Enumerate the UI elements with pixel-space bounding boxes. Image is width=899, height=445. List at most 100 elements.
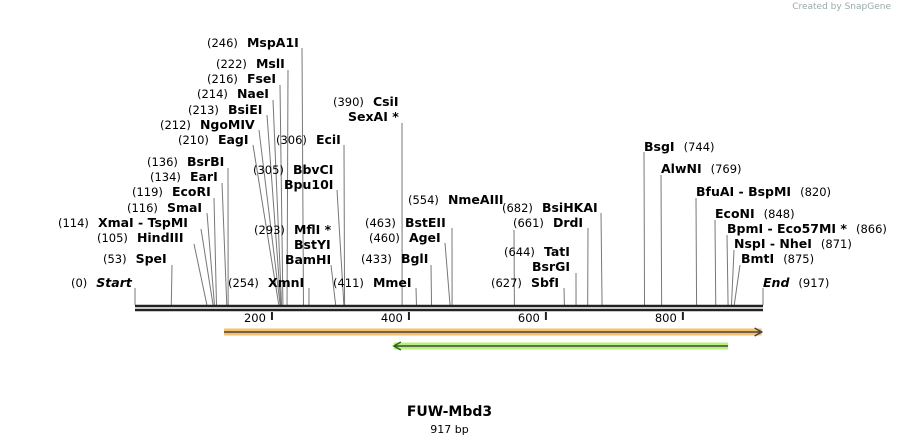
- enzyme-name[interactable]: BglI: [400, 251, 429, 266]
- enzyme-name[interactable]: BstYI: [294, 237, 331, 252]
- enzyme-name[interactable]: BsrGI: [532, 259, 571, 274]
- site-label[interactable]: End (917): [763, 275, 829, 291]
- site-label[interactable]: EcoNI (848): [715, 206, 795, 222]
- enzyme-name[interactable]: SpeI: [135, 251, 167, 266]
- site-label[interactable]: (136) BsrBI: [147, 154, 225, 170]
- enzyme-name[interactable]: SexAI *: [348, 109, 399, 124]
- enzyme-name[interactable]: MspA1I: [246, 35, 299, 50]
- site-label[interactable]: BsrGI: [523, 259, 571, 274]
- enzyme-name[interactable]: BsrBI: [186, 154, 225, 169]
- site-label[interactable]: Bpu10I: [275, 177, 334, 192]
- enzyme-name[interactable]: XmaI - TspMI: [97, 215, 188, 230]
- site-label[interactable]: (305) BbvCI: [253, 162, 334, 178]
- site-label[interactable]: (210) EagI: [178, 132, 249, 148]
- site-label[interactable]: (463) BstEII: [365, 215, 446, 231]
- site-label[interactable]: (222) MslI: [216, 56, 285, 72]
- enzyme-name[interactable]: NaeI: [236, 86, 269, 101]
- enzyme-name[interactable]: EcoNI: [715, 206, 755, 221]
- site-position: (134): [150, 170, 181, 184]
- site-label[interactable]: (254) XmnI: [228, 275, 305, 291]
- site-label[interactable]: (105) HindIII: [97, 230, 184, 246]
- site-label[interactable]: (134) EarI: [150, 169, 218, 185]
- enzyme-name[interactable]: BamHI: [285, 252, 332, 267]
- enzyme-name[interactable]: BbvCI: [292, 162, 334, 177]
- enzyme-name[interactable]: BpmI - Eco57MI *: [727, 221, 847, 236]
- site-label[interactable]: BpmI - Eco57MI * (866): [727, 221, 887, 237]
- site-label[interactable]: (0) Start: [71, 275, 132, 291]
- axis-tick-label: 600: [517, 311, 540, 325]
- enzyme-name[interactable]: NmeAIII: [447, 192, 504, 207]
- site-position: (460): [369, 231, 400, 245]
- enzyme-name[interactable]: EarI: [189, 169, 218, 184]
- enzyme-name[interactable]: EagI: [217, 132, 249, 147]
- site-label[interactable]: (390) CsiI: [333, 94, 399, 110]
- site-label[interactable]: (114) XmaI - TspMI: [58, 215, 188, 231]
- cut-site-line: [221, 182, 228, 306]
- enzyme-name[interactable]: TatI: [543, 244, 570, 259]
- enzyme-name[interactable]: NgoMIV: [199, 117, 255, 132]
- enzyme-name[interactable]: BstEII: [404, 215, 446, 230]
- enzyme-name[interactable]: BsgI: [644, 139, 675, 154]
- enzyme-name[interactable]: SbfI: [530, 275, 559, 290]
- credit-text: Created by: [792, 2, 842, 12]
- enzyme-name[interactable]: FseI: [246, 71, 277, 86]
- site-label[interactable]: (460) AgeI: [369, 230, 441, 246]
- site-position: (744): [683, 140, 715, 154]
- site-label[interactable]: BstYI: [285, 237, 331, 252]
- site-position: (627): [491, 276, 522, 290]
- enzyme-name[interactable]: BsiHKAI: [541, 200, 598, 215]
- site-label[interactable]: (53) SpeI: [103, 251, 167, 267]
- site-label[interactable]: (644) TatI: [504, 244, 570, 260]
- enzyme-name[interactable]: DrdI: [552, 215, 584, 230]
- enzyme-name[interactable]: Bpu10I: [284, 177, 334, 192]
- enzyme-name[interactable]: EciI: [315, 132, 341, 147]
- enzyme-name[interactable]: XmnI: [267, 275, 305, 290]
- site-label[interactable]: (119) EcoRI: [132, 184, 211, 200]
- cut-site-line: [660, 174, 663, 306]
- site-label[interactable]: (213) BsiEI: [188, 102, 263, 118]
- site-label[interactable]: (214) NaeI: [197, 86, 269, 102]
- site-label[interactable]: (216) FseI: [207, 71, 277, 87]
- site-label[interactable]: (293) MflI *: [254, 222, 332, 238]
- site-position: (682): [502, 201, 533, 215]
- site-label[interactable]: (306) EciI: [276, 132, 341, 148]
- enzyme-name[interactable]: SmaI: [166, 200, 203, 215]
- enzyme-name[interactable]: CsiI: [372, 94, 399, 109]
- site-label[interactable]: (627) SbfI: [491, 275, 559, 291]
- enzyme-name[interactable]: BfuAI - BspMI: [696, 184, 792, 199]
- enzyme-name[interactable]: Start: [96, 275, 132, 290]
- enzyme-name[interactable]: End: [763, 275, 790, 290]
- enzyme-name[interactable]: BmtI: [741, 251, 775, 266]
- construct-length: 917 bp: [430, 423, 469, 436]
- site-label[interactable]: (682) BsiHKAI: [502, 200, 598, 216]
- site-label[interactable]: (554) NmeAIII: [408, 192, 504, 208]
- cut-site-line: [258, 129, 281, 306]
- credit: Created by SnapGene: [792, 2, 891, 12]
- enzyme-name[interactable]: MflI *: [293, 222, 332, 237]
- enzyme-name[interactable]: NspI - NheI: [734, 236, 812, 251]
- site-label[interactable]: (411) MmeI: [333, 275, 412, 291]
- site-label[interactable]: BmtI (875): [741, 251, 814, 267]
- site-label[interactable]: (661) DrdI: [513, 215, 584, 231]
- site-label[interactable]: BfuAI - BspMI (820): [696, 184, 831, 200]
- enzyme-name[interactable]: AlwNI: [661, 161, 702, 176]
- cut-site-line: [430, 264, 433, 306]
- site-label[interactable]: BsgI (744): [644, 139, 715, 155]
- enzyme-name[interactable]: BsiEI: [227, 102, 263, 117]
- cut-site-line: [730, 249, 735, 306]
- site-label[interactable]: NspI - NheI (871): [734, 236, 852, 252]
- site-label[interactable]: SexAI *: [339, 109, 399, 124]
- enzyme-name[interactable]: MmeI: [372, 275, 412, 290]
- enzyme-name[interactable]: AgeI: [408, 230, 441, 245]
- site-label[interactable]: (246) MspA1I: [207, 35, 299, 51]
- site-label[interactable]: (116) SmaI: [127, 200, 203, 216]
- enzyme-name[interactable]: MslI: [255, 56, 285, 71]
- site-label[interactable]: (212) NgoMIV: [160, 117, 255, 133]
- enzyme-name[interactable]: HindIII: [136, 230, 184, 245]
- site-label[interactable]: AlwNI (769): [661, 161, 742, 177]
- site-label[interactable]: BamHI: [276, 252, 332, 267]
- site-label[interactable]: (433) BglI: [361, 251, 429, 267]
- enzyme-name[interactable]: EcoRI: [171, 184, 211, 199]
